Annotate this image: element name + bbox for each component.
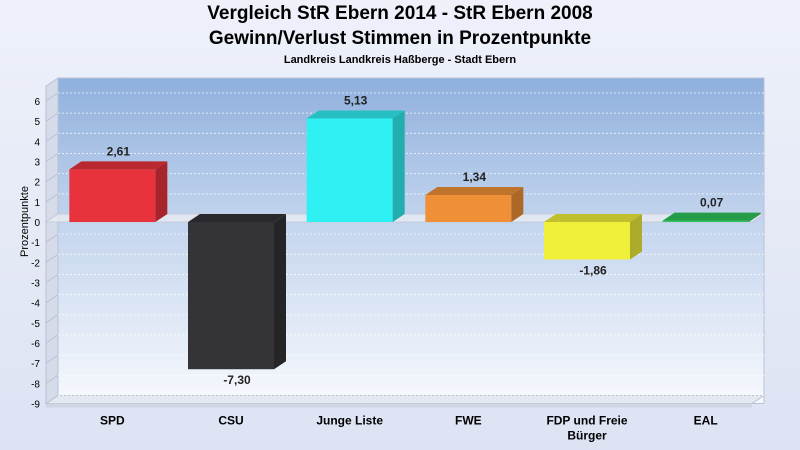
gridline-side [45, 233, 59, 243]
gridline-side [45, 334, 59, 344]
gridline-side [45, 374, 59, 384]
gridline-side [45, 173, 59, 183]
x-tick-label: SPD [100, 414, 125, 428]
y-tick-label: -9 [31, 400, 40, 411]
data-label: 1,34 [463, 170, 487, 184]
y-tick-label: 1 [34, 198, 40, 209]
data-label: 5,13 [344, 94, 368, 108]
data-label: -7,30 [223, 373, 251, 387]
gridline-side [45, 112, 59, 122]
bar-top [188, 214, 286, 222]
bar [69, 161, 168, 222]
x-tick-label: Junge Liste [316, 414, 383, 428]
bar-side [155, 161, 168, 222]
gridline-side [45, 253, 59, 263]
y-tick-label: 6 [34, 97, 40, 108]
bar-front [306, 118, 393, 222]
bar-side [511, 186, 524, 222]
gridline-side [45, 193, 59, 203]
gridline-side [45, 153, 59, 162]
y-tick-label: 0 [34, 218, 40, 229]
bar-front [425, 194, 512, 222]
y-tick-label: -2 [31, 258, 40, 269]
data-label: 2,61 [107, 144, 131, 158]
bar-top [662, 212, 761, 221]
x-tick-label: FWE [455, 414, 482, 428]
y-tick-label: 4 [34, 137, 40, 148]
x-tick-label: EAL [694, 414, 718, 428]
bar [662, 212, 761, 222]
y-tick-label: -1 [31, 238, 40, 249]
chart-title: Vergleich StR Ebern 2014 - StR Ebern 200… [207, 3, 593, 24]
y-tick-label: -6 [31, 339, 40, 350]
bar-front [544, 222, 630, 260]
plot-floor [44, 395, 766, 404]
y-tick-label: -5 [31, 319, 40, 330]
x-tick-label: CSU [218, 414, 243, 428]
bar-top [69, 161, 168, 170]
gridline-side [45, 395, 59, 404]
data-label: -1,86 [579, 264, 607, 278]
chart-subtitle: Gewinn/Verlust Stimmen in Prozentpunkte [208, 28, 592, 49]
y-tick-label: -7 [31, 359, 40, 370]
y-tick-label: 3 [34, 158, 40, 169]
gridline-side [45, 92, 59, 102]
plot-floor-edge [46, 403, 752, 408]
bar-front [188, 222, 274, 370]
gridline-side [45, 354, 59, 364]
y-tick-label: 5 [34, 117, 40, 128]
bar-top [425, 186, 524, 195]
chart-caption: Landkreis Landkreis Haßberge - Stadt Ebe… [283, 54, 517, 66]
bar [544, 214, 642, 260]
y-tick-label: -3 [31, 279, 40, 290]
gridline-side [45, 294, 59, 304]
gridline-side [45, 274, 59, 283]
y-tick-label: -8 [31, 379, 40, 390]
bar-side [392, 110, 405, 222]
bar-top [306, 110, 405, 119]
y-tick-label: -4 [31, 299, 40, 310]
bar-side [274, 214, 286, 370]
bar [306, 110, 405, 222]
data-label: 0,07 [700, 196, 724, 210]
bar-side [748, 212, 761, 222]
bar-front [662, 220, 749, 222]
plot-area [57, 77, 765, 404]
bar-front [69, 169, 156, 222]
y-tick-label: 2 [34, 178, 40, 189]
bar [425, 186, 524, 222]
x-tick-label: FDP und Freie [546, 414, 627, 428]
x-tick-label: Bürger [567, 429, 607, 443]
bar-side [630, 214, 642, 260]
gridline-side [45, 314, 59, 324]
bar-top [544, 214, 642, 222]
gridline-side [45, 132, 59, 142]
bar [188, 214, 286, 370]
